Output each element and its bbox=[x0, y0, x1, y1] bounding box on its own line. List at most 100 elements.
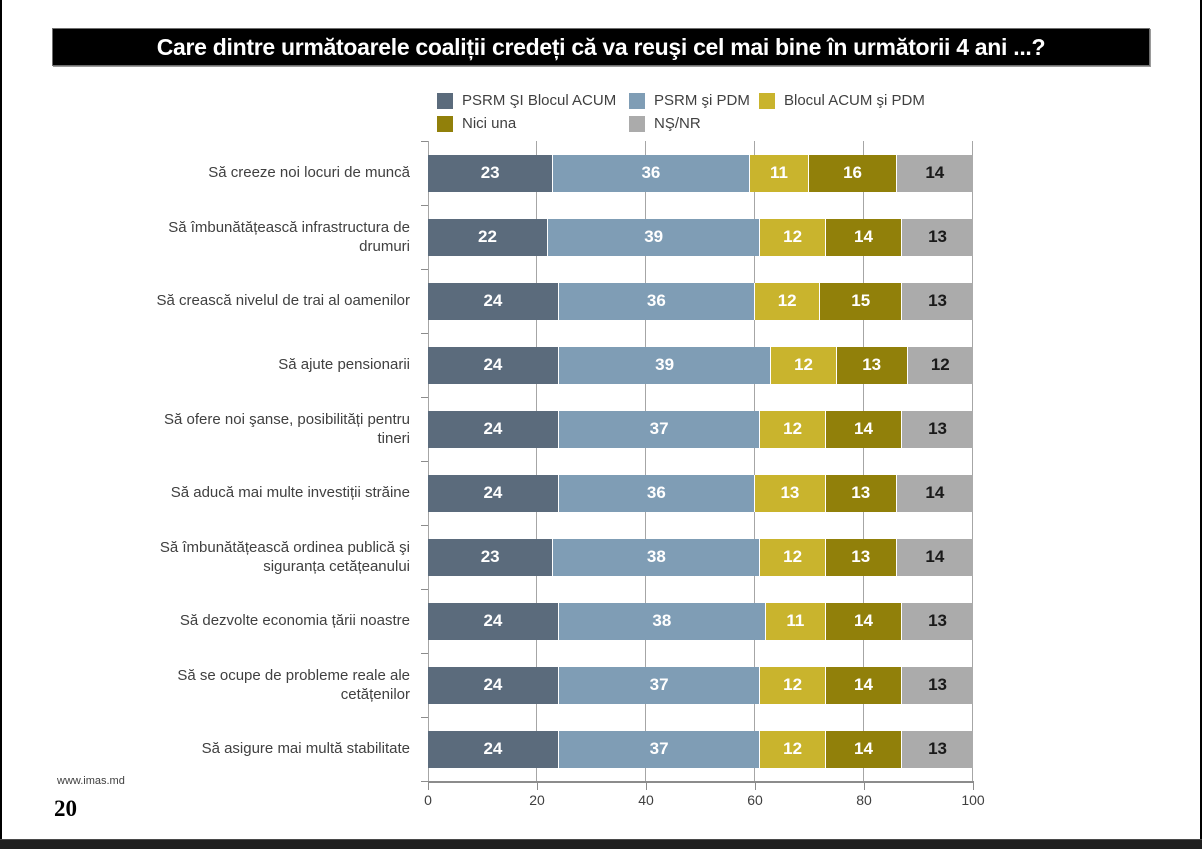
bar-segment: 24 bbox=[428, 602, 559, 640]
bar-segment: 24 bbox=[428, 282, 559, 320]
bar-track: 24 36 12 15 13 bbox=[428, 282, 973, 320]
bar-value-label: 12 bbox=[777, 291, 797, 310]
x-axis-tick-label: 80 bbox=[856, 792, 872, 808]
bar-segment: 14 bbox=[896, 154, 973, 192]
page-title: Care dintre următoarele coaliții credeți… bbox=[52, 28, 1150, 66]
bar-value-label: 14 bbox=[854, 419, 873, 438]
chart-row: Să creeze noi locuri de muncă 23 36 11 16 14 bbox=[55, 141, 973, 205]
bar-segment: 13 bbox=[902, 218, 973, 256]
page-left-border bbox=[0, 0, 2, 848]
bar-value-label: 24 bbox=[483, 483, 503, 502]
bar-value-label: 12 bbox=[783, 547, 803, 566]
bar-segment: 12 bbox=[760, 666, 826, 704]
bar-value-label: 11 bbox=[770, 163, 788, 182]
stacked-bar-chart: Să creeze noi locuri de muncă 23 36 11 16 14 S… bbox=[55, 141, 973, 781]
legend-label: PSRM ŞI Blocul ACUM bbox=[462, 92, 617, 109]
x-axis-tick bbox=[973, 783, 974, 790]
bar-track: 22 39 12 14 13 bbox=[428, 218, 973, 256]
bar-segment: 12 bbox=[907, 346, 973, 384]
bar-track: 24 37 12 14 13 bbox=[428, 730, 973, 768]
x-axis-tick bbox=[428, 783, 429, 790]
bar-value-label: 13 bbox=[928, 739, 947, 758]
gridline bbox=[536, 141, 537, 781]
bar-segment: 37 bbox=[558, 410, 761, 448]
chart-row: Să îmbunătățească infrastructura de drum… bbox=[55, 205, 973, 269]
bar-value-label: 39 bbox=[644, 227, 664, 246]
bar-segment: 14 bbox=[825, 602, 903, 640]
bar-segment: 15 bbox=[820, 282, 903, 320]
chart-row: Să aducă mai multe investiții străine 24 3… bbox=[55, 461, 973, 525]
bar-segment: 16 bbox=[809, 154, 897, 192]
bar-value-label: 39 bbox=[655, 355, 675, 374]
bar-value-label: 36 bbox=[646, 291, 666, 310]
bar-value-label: 13 bbox=[928, 675, 947, 694]
bar-value-label: 12 bbox=[783, 227, 803, 246]
bar-value-label: 24 bbox=[483, 675, 503, 694]
bar-segment: 12 bbox=[771, 346, 837, 384]
bar-segment: 36 bbox=[558, 474, 755, 512]
bar-segment: 36 bbox=[553, 154, 750, 192]
bar-value-label: 12 bbox=[794, 355, 813, 374]
bar-segment: 38 bbox=[553, 538, 761, 576]
bar-segment: 14 bbox=[825, 410, 903, 448]
plot-gridlines bbox=[428, 141, 973, 781]
y-axis-tick bbox=[421, 525, 428, 526]
bar-segment: 12 bbox=[754, 282, 821, 320]
page-number: 20 bbox=[54, 796, 77, 821]
legend-item: Blocul ACUM şi PDM bbox=[759, 92, 925, 109]
bar-value-label: 38 bbox=[652, 611, 672, 630]
x-axis-tick bbox=[646, 783, 647, 790]
gridline bbox=[972, 141, 973, 781]
legend-label: NŞ/NR bbox=[654, 115, 701, 132]
bar-value-label: 36 bbox=[646, 483, 666, 502]
bar-value-label: 13 bbox=[928, 611, 947, 630]
legend-label: Nici una bbox=[462, 115, 517, 132]
category-label: Să ofere noi şanse, posibilități pentru … bbox=[164, 410, 410, 448]
bar-segment: 13 bbox=[754, 474, 826, 512]
bar-segment: 13 bbox=[902, 666, 973, 704]
gridline bbox=[754, 141, 755, 781]
bar-segment: 13 bbox=[902, 602, 973, 640]
bar-value-label: 14 bbox=[925, 483, 945, 502]
legend-label: PSRM şi PDM bbox=[654, 92, 750, 109]
bar-value-label: 13 bbox=[928, 291, 947, 310]
bar-value-label: 14 bbox=[854, 227, 873, 246]
bar-value-label: 37 bbox=[649, 419, 669, 438]
legend-swatch-icon bbox=[437, 115, 453, 132]
bar-value-label: 13 bbox=[928, 227, 947, 246]
x-axis-tick-label: 40 bbox=[638, 792, 654, 808]
bar-segment: 36 bbox=[558, 282, 755, 320]
gridline bbox=[645, 141, 646, 781]
bar-value-label: 22 bbox=[477, 227, 497, 246]
y-axis-tick bbox=[421, 589, 428, 590]
chart-row: Să se ocupe de probleme reale ale cetățe… bbox=[55, 653, 973, 717]
legend: PSRM ŞI Blocul ACUM PSRM şi PDM Blocul ACU… bbox=[437, 90, 925, 134]
y-axis-tick bbox=[421, 397, 428, 398]
bar-value-label: 24 bbox=[483, 611, 503, 630]
bar-segment: 13 bbox=[825, 474, 897, 512]
bar-track: 24 38 11 14 13 bbox=[428, 602, 973, 640]
category-label: Să creeze noi locuri de muncă bbox=[208, 164, 410, 182]
chart-row: Să dezvolte economia țării noastre 24 38 11… bbox=[55, 589, 973, 653]
bar-value-label: 23 bbox=[480, 163, 500, 182]
legend-item: Nici una bbox=[437, 115, 629, 132]
bar-value-label: 36 bbox=[641, 163, 661, 182]
x-axis-line bbox=[428, 781, 974, 783]
bar-value-label: 12 bbox=[783, 419, 803, 438]
bar-segment: 12 bbox=[760, 410, 826, 448]
bar-value-label: 13 bbox=[862, 355, 882, 374]
bar-segment: 38 bbox=[558, 602, 766, 640]
chart-row: Să îmbunătățească ordinea publică şi sig… bbox=[55, 525, 973, 589]
bar-value-label: 13 bbox=[851, 547, 871, 566]
bar-value-label: 15 bbox=[851, 291, 871, 310]
bar-segment: 14 bbox=[825, 730, 903, 768]
bar-segment: 13 bbox=[902, 730, 973, 768]
gridline bbox=[428, 141, 429, 781]
y-axis-tick bbox=[421, 333, 428, 334]
chart-row: Să crească nivelul de trai al oamenilor 2… bbox=[55, 269, 973, 333]
legend-swatch-icon bbox=[759, 92, 775, 109]
bar-value-label: 13 bbox=[928, 419, 947, 438]
bar-segment: 11 bbox=[749, 154, 810, 192]
page-right-border bbox=[1200, 0, 1202, 848]
bar-segment: 24 bbox=[428, 666, 559, 704]
